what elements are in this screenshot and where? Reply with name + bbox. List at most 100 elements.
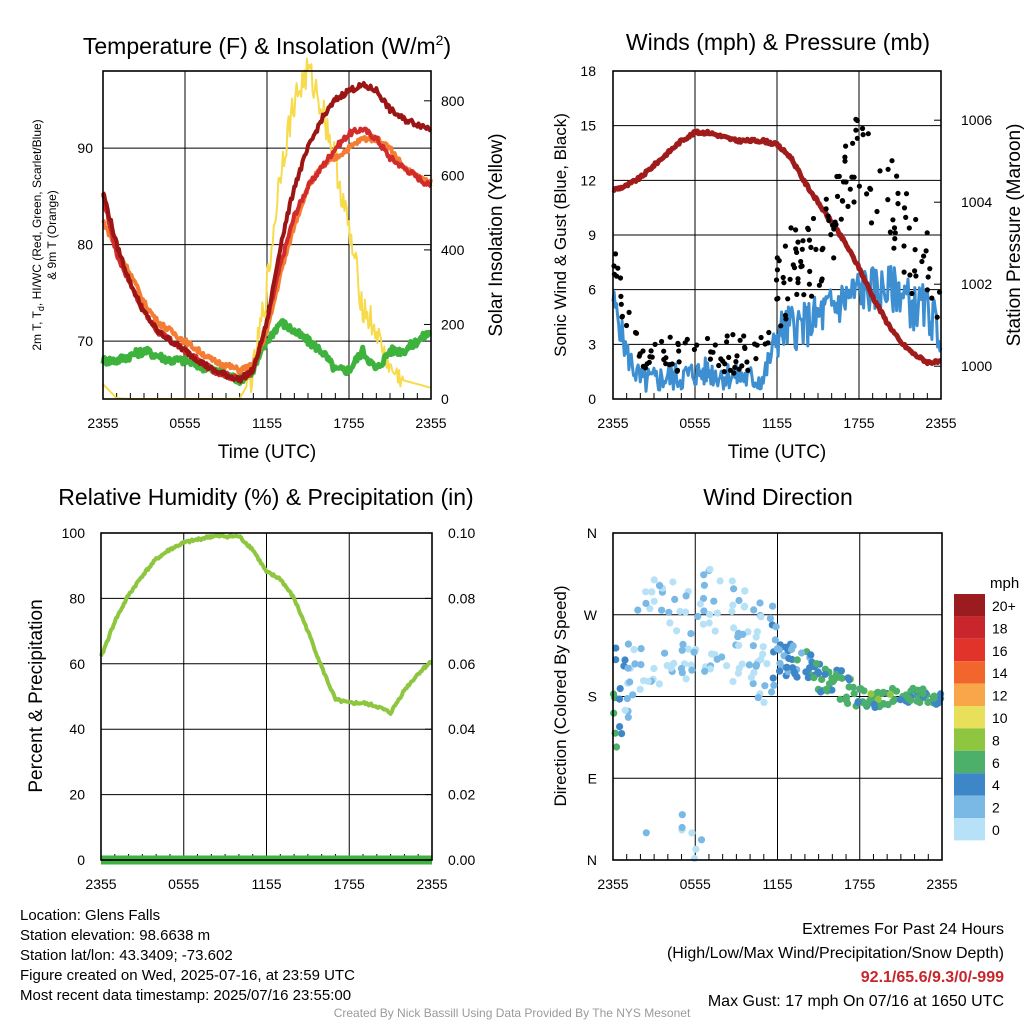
direction-point [637, 661, 645, 669]
direction-point [612, 743, 621, 751]
direction-point [770, 681, 778, 689]
y-tick-label: 20 [69, 787, 85, 803]
gust-point [667, 334, 673, 340]
temp-frame [102, 70, 432, 400]
direction-point [650, 597, 658, 605]
x-tick-label: 0555 [679, 415, 710, 431]
direction-point [810, 674, 818, 682]
y-tick-label: S [588, 689, 597, 705]
direction-point [682, 592, 690, 600]
direction-point [671, 595, 679, 604]
gust-point [828, 232, 834, 238]
colorbar-label: 18 [992, 620, 1008, 636]
direction-point [716, 577, 724, 585]
gust-point [850, 140, 856, 146]
direction-point [842, 693, 851, 701]
direction-point [713, 609, 722, 617]
gust-point [836, 173, 842, 179]
gust-point [737, 337, 743, 343]
direction-point [630, 646, 638, 654]
gust-point [787, 276, 793, 282]
direction-point [707, 650, 716, 658]
direction-point [844, 699, 852, 708]
gust-point [732, 364, 738, 370]
direction-point [867, 690, 875, 698]
direction-point [776, 659, 784, 667]
direction-point [817, 688, 825, 696]
wind-frame [612, 70, 942, 400]
gust-point [775, 295, 781, 301]
humidity-panel: Relative Humidity (%) & Precipitation (i… [26, 484, 475, 892]
gust-point [795, 239, 801, 245]
gust-point [788, 225, 794, 231]
y2-tick-label: 0.10 [448, 525, 475, 541]
direction-point [735, 641, 743, 650]
gust-point [885, 197, 891, 203]
direction-point [741, 587, 749, 595]
colorbar-swatch [954, 638, 985, 662]
rh-ylabel: Percent & Precipitation [26, 599, 47, 792]
colorbar-swatch [954, 661, 985, 684]
gust-point [704, 335, 711, 342]
direction-point [658, 606, 666, 614]
wind-xlabel: Time (UTC) [728, 442, 827, 463]
gust-point [907, 272, 913, 278]
gust-point [691, 346, 698, 353]
y2-tick-label: 1006 [961, 112, 992, 128]
dir-title: Wind Direction [703, 484, 853, 510]
direction-point [666, 619, 674, 627]
gust-point [892, 236, 898, 242]
gust-point [682, 340, 688, 346]
direction-point [700, 607, 708, 615]
colorbar-swatch [954, 706, 985, 729]
direction-point [836, 695, 844, 703]
direction-point [930, 692, 938, 700]
direction-point [642, 829, 650, 837]
gust-point [793, 227, 799, 233]
gust-point [860, 132, 866, 138]
gust-point [612, 251, 619, 257]
y2-tick-label: 1002 [961, 276, 992, 292]
gust-point [867, 185, 873, 191]
dir-y-ticks: N W S E N [584, 525, 598, 868]
extremes-subtitle: (High/Low/Max Wind/Precipitation/Snow De… [666, 945, 1004, 962]
direction-point [644, 677, 652, 685]
gust-point [781, 280, 787, 286]
extremes-title: Extremes For Past 24 Hours [802, 921, 1004, 938]
gust-point [637, 351, 643, 357]
direction-point [766, 614, 775, 623]
x-tick-label: 2355 [85, 876, 116, 892]
direction-point [822, 685, 831, 693]
direction-point [783, 663, 791, 672]
direction-point [681, 608, 690, 616]
credit-line: Created By Nick Bassill Using Data Provi… [333, 1006, 691, 1020]
gust-point [924, 287, 931, 293]
station-info: Location: Glens Falls Station elevation:… [20, 906, 355, 1006]
gust-point [842, 154, 848, 160]
gust-point [864, 191, 870, 197]
recent-timestamp: Most recent data timestamp: 2025/07/16 2… [20, 987, 352, 1004]
winds-panel: Winds (mph) & Pressure (mb) 0 3 6 9 12 15 18 1… [551, 29, 1024, 463]
rh-x-ticks: 2355 0555 1155 1755 2355 [85, 876, 447, 892]
direction-point [924, 698, 932, 707]
direction-point [728, 607, 736, 616]
gust-point [798, 258, 804, 265]
direction-point [828, 686, 836, 694]
gust-point [801, 292, 807, 298]
gust-point [868, 220, 875, 226]
direction-point [621, 656, 629, 664]
extremes-block: Extremes For Past 24 Hours (High/Low/Max… [667, 918, 1004, 1014]
gust-point [925, 274, 931, 280]
gust-point [838, 216, 844, 222]
gust-point [753, 356, 759, 362]
gust-point [892, 230, 898, 236]
x-tick-label: 1155 [252, 415, 282, 431]
y2-tick-label: 400 [441, 242, 465, 258]
gust-point [810, 215, 817, 222]
direction-point [697, 836, 706, 844]
gust-point [776, 258, 782, 264]
colorbar-swatch [954, 728, 985, 751]
direction-point [884, 701, 892, 709]
